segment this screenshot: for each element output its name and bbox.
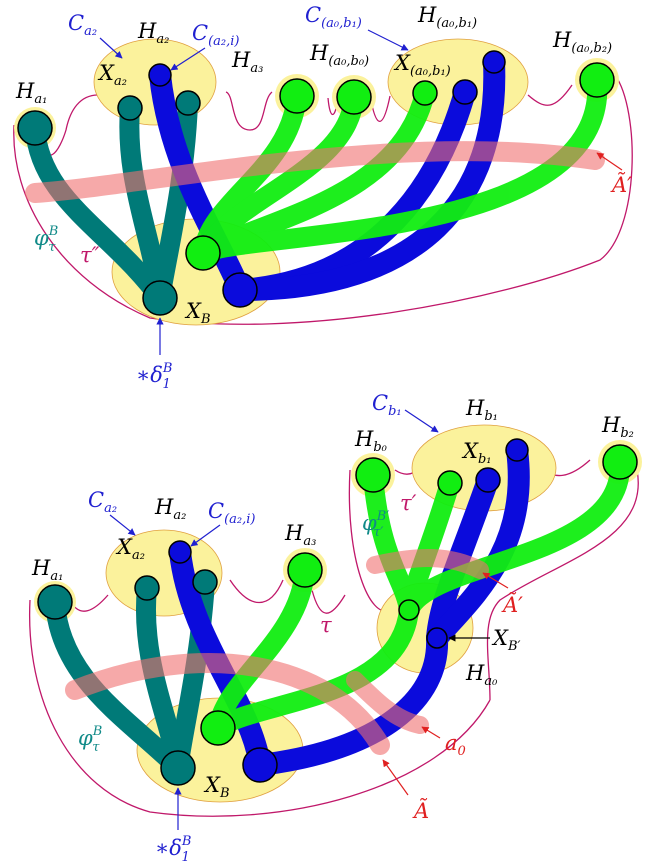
bottom-node-XBprime-green [398,599,420,621]
bottom-node-Ha1 [37,584,73,620]
bottom-diagram: Cb₁ Hb₁ Hb₀ Xb₁ Hb₂ τ′ φB′ τ′ Ca₂ Ha₂ C(a… [28,391,642,865]
top-label-Xa0b1: X(a₀,b₁) [393,51,451,79]
bottom-node-Xa2-left [134,575,160,601]
bottom-label-Atildeprime: Ã′ [501,593,523,617]
bottom-red-band-Atilde [65,653,390,755]
top-arrow-Ca0b1 [367,29,409,51]
bottom-arrow-Ca2 [109,514,136,536]
top-node-Ha3 [279,78,315,114]
top-teal-strand-1 [25,118,170,308]
top-label-Ca2: Ca₂ [68,11,97,39]
top-blue-strand-1 [149,64,251,301]
bottom-node-XBprime-blue [426,627,448,649]
bottom-label-Cb1: Cb₁ [372,391,402,419]
bottom-arrow-Cb1 [404,409,439,433]
bottom-label-Hb2: Hb₂ [601,413,634,441]
top-label-phi: φB τ [34,224,58,255]
bottom-label-Ha0: Ha₀ [465,661,498,689]
bottom-label-delta: ∗δB 1 [155,834,191,865]
bottom-node-Ha3 [287,552,323,588]
bottom-arrow-Ca2i [190,524,221,547]
top-arrow-Ca2 [99,37,123,59]
top-label-Xa2: Xa₂ [97,61,127,89]
top-node-Ha0b2 [579,62,615,98]
top-arrow-Ca2i [170,47,206,71]
top-diagram: Ca₂ Ha₂ C(a₂,i) C(a₀,b₁) H(a₀,b₁) H(a₀,b… [13,3,633,392]
bottom-label-tau: τ [320,613,332,637]
bottom-arrow-a0 [421,726,441,739]
top-label-Atildeprime: Ã′ [610,173,632,197]
bottom-label-Hb0: Hb₀ [354,427,388,455]
bottom-label-Atilde: Ã [412,799,429,823]
bottom-label-Ha2: Ha₂ [154,495,186,523]
top-node-Ha1 [17,110,53,146]
bottom-label-a0: a0 [445,731,466,759]
bottom-red-band-Atildeprime [366,549,489,579]
bottom-node-Xb1-green [437,470,463,496]
bottom-label-tau-prime: τ′ [400,491,417,515]
top-green-strand-4 [193,70,608,263]
top-node-XB-blue [222,272,258,308]
top-label-Ha0b0: H(a₀,b₀) [309,41,369,69]
bottom-node-Xb1-blue2 [505,438,529,462]
bottom-label-XB: XB [203,773,230,801]
top-node-Xa0b1-blue2 [482,50,506,74]
bottom-node-XB-green [200,710,236,746]
top-node-Xa2-left [117,95,143,121]
bottom-green-strand-1 [208,560,315,738]
bottom-label-phi: φB τ [78,724,102,755]
top-label-Ca2i: C(a₂,i) [192,21,239,49]
top-blue-strand-3 [229,51,506,301]
bottom-node-Ca2i [168,540,192,564]
bottom-label-phi-prime: φB′ τ′ [362,509,389,540]
top-label-Ha0b2: H(a₀,b₂) [552,28,612,56]
bottom-red-band-a0 [346,671,429,734]
top-label-delta: ∗δB 1 [136,361,172,392]
top-label-Ha0b1: H(a₀,b₁) [417,3,477,31]
top-node-Xa2-right [175,90,201,116]
top-label-XB: XB [184,299,211,327]
top-arrow-Atildeprime [596,152,623,171]
top-label-Ha1: Ha₁ [15,79,47,107]
bottom-green-strand-5 [399,452,631,620]
bottom-label-Xb1: Xb₁ [461,439,492,467]
bottom-label-Ca2i: C(a₂,i) [208,499,255,527]
top-outer-curve [13,74,633,325]
bottom-arrow-Atilde [382,759,409,796]
bottom-label-Ha1: Ha₁ [31,556,63,584]
top-red-band [25,141,605,203]
top-node-XB-green [185,235,221,271]
bottom-node-Hb2 [602,444,638,480]
top-label-Ha3: Ha₃ [231,48,263,76]
top-green-strand-2 [193,87,364,263]
top-node-Ca2i [148,63,172,87]
bottom-label-Ha3: Ha₃ [284,521,316,549]
top-node-Ha0b0 [336,79,372,115]
bottom-label-Xa2: Xa₂ [115,535,145,563]
bottom-node-Hb0 [355,457,391,493]
bottom-outer-curve [28,459,639,817]
top-label-Ca0b1: C(a₀,b₁) [305,3,362,31]
top-node-Xa0b1-blue1 [452,79,478,105]
top-node-Xa0b1-green [412,80,438,106]
bottom-teal-strand-1 [45,592,188,778]
bottom-label-XBprime: XB′ [491,626,521,654]
top-label-tau-dprime: τ″ [80,243,100,267]
bottom-node-Xb1-blue1 [475,467,501,493]
bottom-label-Ca2: Ca₂ [88,488,117,516]
top-teal-strand-3 [150,93,198,308]
top-label-Ha2: Ha₂ [137,19,169,47]
top-node-XB-teal [142,280,178,316]
bottom-node-XB-blue [242,747,278,783]
bottom-arrow-Atildeprime [482,572,509,589]
bottom-node-XB-teal [160,750,196,786]
bottom-node-Xa2-right [192,569,218,595]
bottom-label-Hb1: Hb₁ [465,396,498,424]
